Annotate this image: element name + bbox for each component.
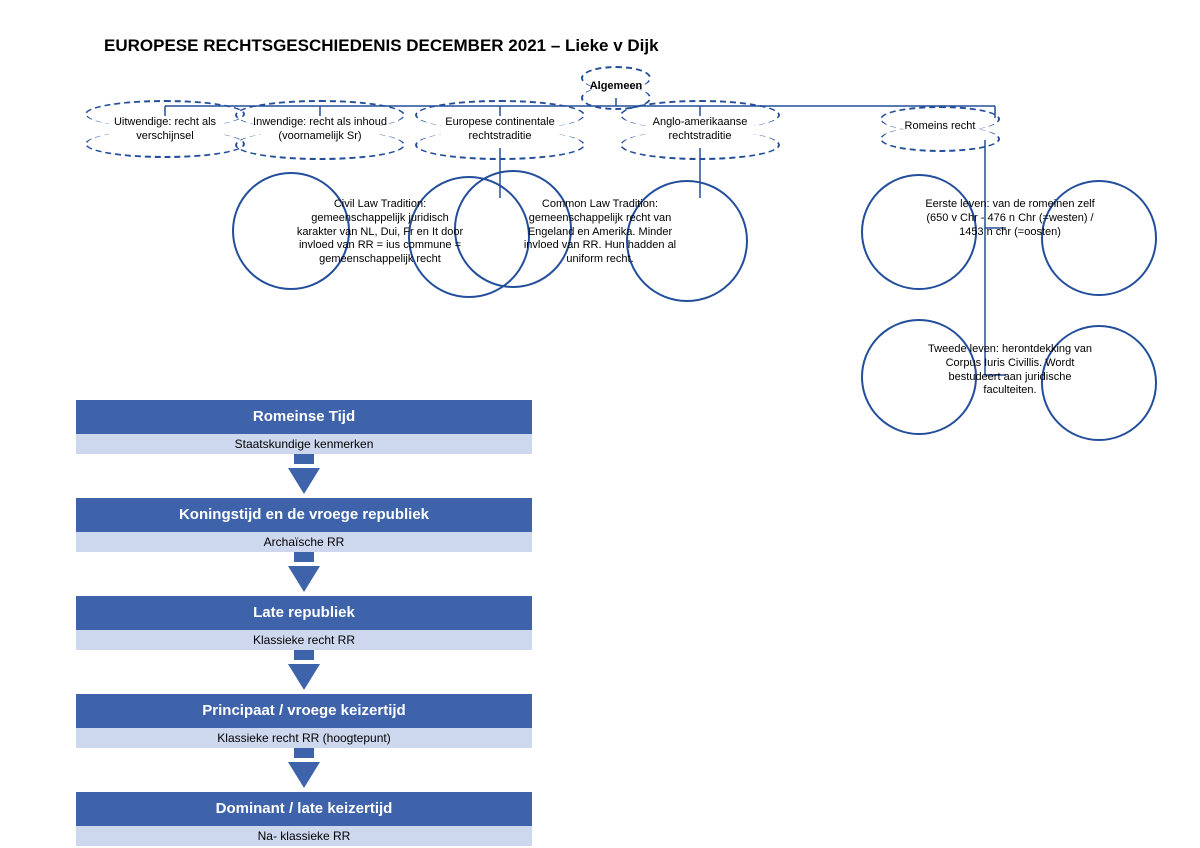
branch-label: Romeins recht — [905, 120, 976, 132]
branch-uitwendige: Uitwendige: recht als verschijnsel — [95, 116, 235, 144]
flow-sub: Staatskundige kenmerken — [76, 434, 532, 454]
page-title: EUROPESE RECHTSGESCHIEDENIS DECEMBER 202… — [104, 36, 659, 56]
flow-arrow-icon — [76, 454, 532, 494]
flow-timeline: Romeinse Tijd Staatskundige kenmerken Ko… — [76, 400, 532, 846]
flow-step: Principaat / vroege keizertijd Klassieke… — [76, 694, 532, 748]
flow-header: Principaat / vroege keizertijd — [76, 694, 532, 728]
desc-civil-law: Civil Law Tradition: gemeenschappelijk j… — [290, 198, 470, 267]
root-label: Algemeen — [590, 80, 643, 92]
flow-header: Koningstijd en de vroege republiek — [76, 498, 532, 532]
flow-arrow-icon — [76, 748, 532, 788]
flow-header: Romeinse Tijd — [76, 400, 532, 434]
flow-step: Dominant / late keizertijd Na- klassieke… — [76, 792, 532, 846]
branch-label: Inwendige: recht als inhoud (voornamelij… — [253, 116, 387, 142]
flow-sub: Na- klassieke RR — [76, 826, 532, 846]
branch-label: Europese continentale rechtstraditie — [445, 116, 554, 142]
flow-arrow-icon — [76, 650, 532, 690]
branch-anglo: Anglo-amerikaanse rechtstraditie — [625, 116, 775, 144]
flow-sub: Klassieke recht RR — [76, 630, 532, 650]
flow-header: Late republiek — [76, 596, 532, 630]
flow-step: Late republiek Klassieke recht RR — [76, 596, 532, 650]
flow-sub: Archaïsche RR — [76, 532, 532, 552]
branch-label: Anglo-amerikaanse rechtstraditie — [653, 116, 748, 142]
branch-europese: Europese continentale rechtstraditie — [420, 116, 580, 144]
flow-arrow-icon — [76, 552, 532, 592]
desc-romeins-second: Tweede leven: herontdekking van Corpus I… — [925, 343, 1095, 398]
flow-header: Dominant / late keizertijd — [76, 792, 532, 826]
desc-common-law: Common Law Tradition: gemeenschappelijk … — [510, 198, 690, 267]
desc-romeins-first: Eerste leven: van de romeinen zelf (650 … — [925, 198, 1095, 239]
branch-label: Uitwendige: recht als verschijnsel — [114, 116, 216, 142]
tree-root: Algemeen — [576, 80, 656, 94]
flow-step: Romeinse Tijd Staatskundige kenmerken — [76, 400, 532, 454]
flow-sub: Klassieke recht RR (hoogtepunt) — [76, 728, 532, 748]
branch-romeins: Romeins recht — [885, 120, 995, 134]
flow-step: Koningstijd en de vroege republiek Archa… — [76, 498, 532, 552]
branch-inwendige: Inwendige: recht als inhoud (voornamelij… — [245, 116, 395, 144]
